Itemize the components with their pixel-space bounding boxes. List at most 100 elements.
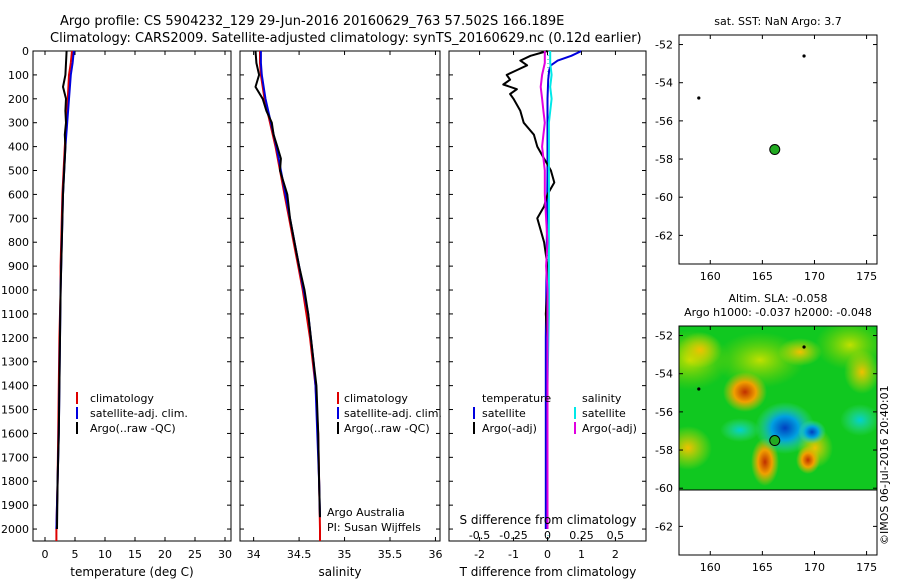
sla-map-x-axis: 160 165 170 175 — [700, 326, 877, 574]
legend-salinity-title: salinity — [582, 392, 622, 405]
depth-tick-label: 1000 — [1, 284, 29, 297]
legend-argo: Argo(..raw -QC) — [344, 422, 430, 435]
legend-satellite-adj: satellite-adj. clim. — [90, 407, 188, 420]
sla-map-title-2: Argo h1000: -0.037 h2000: -0.048 — [684, 306, 872, 319]
lon-tick-label: 165 — [752, 561, 773, 574]
lat-tick-label: -60 — [655, 191, 673, 204]
salinity-y-ticks — [240, 50, 440, 530]
x-tick-label: 1 — [578, 548, 585, 561]
lat-tick-label: -52 — [655, 330, 673, 343]
sla-blob — [844, 350, 877, 394]
depth-tick-label: 300 — [8, 117, 29, 130]
legend-argo: Argo(..raw -QC) — [90, 422, 176, 435]
x-tick-label: 15 — [128, 548, 142, 561]
temperature-legend: climatology satellite-adj. clim. Argo(..… — [76, 392, 188, 435]
lon-tick-label: 175 — [856, 561, 877, 574]
s-difference-label: S difference from climatology — [460, 513, 637, 527]
sla-heatmap — [679, 326, 877, 490]
difference-series — [502, 50, 582, 529]
lat-tick-label: -60 — [655, 482, 673, 495]
legend-temp-argo: Argo(-adj) — [482, 422, 537, 435]
title-line-1: Argo profile: CS 5904232_129 29-Jun-2016… — [60, 14, 564, 29]
sla-blob — [679, 332, 722, 368]
salinity-legend: climatology satellite-adj. clim. Argo(..… — [337, 392, 442, 435]
difference-panel: -2 -1 0 1 2 -0.5 -0.25 0 0.25 0.5 S difference f… — [448, 50, 647, 579]
s-difference-ticks: -0.5 -0.25 0 0.25 0.5 — [469, 529, 624, 542]
legend-climatology: climatology — [90, 392, 154, 405]
depth-tick-label: 1300 — [1, 356, 29, 369]
sla-map-title-1: Altim. SLA: -0.058 — [728, 292, 827, 305]
depth-axis: 0 100 200 300 400 500 600 700 800 900 1000 1100 1200… — [1, 45, 231, 536]
temperature-axes-box — [32, 50, 232, 542]
temperature-xlabel: temperature (deg C) — [70, 565, 193, 579]
sst-map-x-axis: 160 165 170 175 — [700, 35, 877, 283]
depth-tick-label: 1600 — [1, 427, 29, 440]
institution-note: Argo Australia — [327, 506, 405, 519]
x-tick-label: 5 — [72, 548, 79, 561]
depth-tick-label: 1400 — [1, 380, 29, 393]
depth-tick-label: 200 — [8, 93, 29, 106]
x-tick-label: 0 — [42, 548, 49, 561]
x-tick-label: 20 — [158, 548, 172, 561]
depth-tick-label: 500 — [8, 165, 29, 178]
imos-stamp: ©IMOS 06-Jul-2016 20:40:01 — [878, 385, 891, 545]
series-temperature-argo-adj — [502, 50, 556, 529]
x-tick-label: 34 — [247, 548, 261, 561]
lon-tick-label: 160 — [700, 270, 721, 283]
temperature-panel: 0100200300400500600700800900100011001200… — [1, 45, 232, 579]
legend-sal-satellite: satellite — [582, 407, 626, 420]
depth-tick-label: 1200 — [1, 332, 29, 345]
x-tick-label: 30 — [218, 548, 232, 561]
depth-tick-label: 1900 — [1, 499, 29, 512]
sla-blob — [723, 372, 767, 412]
sst-map-points — [697, 54, 806, 156]
salinity-xlabel: salinity — [318, 565, 361, 579]
x-tick-label: 34.5 — [287, 548, 312, 561]
sla-blob — [720, 418, 760, 442]
nearby-float-dot — [697, 96, 701, 100]
legend-temp-satellite: satellite — [482, 407, 526, 420]
x-tick-label: 36 — [428, 548, 442, 561]
lon-tick-label: 160 — [700, 561, 721, 574]
pi-note: PI: Susan Wijffels — [327, 521, 421, 534]
sla-blob — [796, 446, 820, 474]
series-satellite-adj-clim — [259, 51, 321, 518]
legend-satellite-adj: satellite-adj. clim. — [344, 407, 442, 420]
nearby-float-dot — [802, 54, 806, 58]
sla-map-y-axis: -52 -54 -56 -58 -60 -62 — [655, 330, 877, 533]
t-difference-xlabel: T difference from climatology — [459, 565, 637, 579]
lat-tick-label: -58 — [655, 153, 673, 166]
sst-map-panel: sat. SST: NaN Argo: 3.7 -52-54-56-58-60-… — [655, 15, 878, 283]
lon-tick-label: 175 — [856, 270, 877, 283]
lat-tick-label: -56 — [655, 406, 673, 419]
legend-temperature-title: temperature — [482, 392, 551, 405]
depth-tick-label: 400 — [8, 141, 29, 154]
argo-float-marker — [769, 435, 781, 447]
sla-blob — [798, 420, 826, 444]
lat-tick-label: -58 — [655, 444, 673, 457]
lon-tick-label: 170 — [804, 270, 825, 283]
sla-map-points — [697, 345, 806, 447]
lat-tick-label: -52 — [655, 39, 673, 52]
sla-map-panel: Altim. SLA: -0.058 Argo h1000: -0.037 h2… — [655, 292, 878, 574]
depth-tick-label: 600 — [8, 188, 29, 201]
legend-sal-argo: Argo(-adj) — [582, 422, 637, 435]
s-tick-label: 0.5 — [607, 529, 625, 542]
salinity-series — [254, 50, 321, 541]
depth-tick-label: 100 — [8, 69, 29, 82]
lat-tick-label: -54 — [655, 368, 673, 381]
depth-tick-label: 800 — [8, 236, 29, 249]
temperature-x-axis: 0 5 10 15 20 25 30 — [42, 51, 232, 561]
sla-blob — [840, 404, 877, 436]
s-tick-label: -0.25 — [499, 529, 527, 542]
series-salinity-argo-adj — [539, 51, 549, 529]
depth-tick-label: 700 — [8, 212, 29, 225]
t-difference-x-axis: -2 -1 0 1 2 — [474, 51, 619, 561]
nearby-float-dot — [802, 345, 806, 349]
s-tick-label: 0 — [544, 529, 551, 542]
x-tick-label: -1 — [508, 548, 519, 561]
title-line-2: Climatology: CARS2009. Satellite-adjuste… — [50, 31, 642, 46]
depth-tick-label: 1700 — [1, 451, 29, 464]
s-tick-label: -0.5 — [469, 529, 490, 542]
s-tick-label: 0.25 — [569, 529, 594, 542]
